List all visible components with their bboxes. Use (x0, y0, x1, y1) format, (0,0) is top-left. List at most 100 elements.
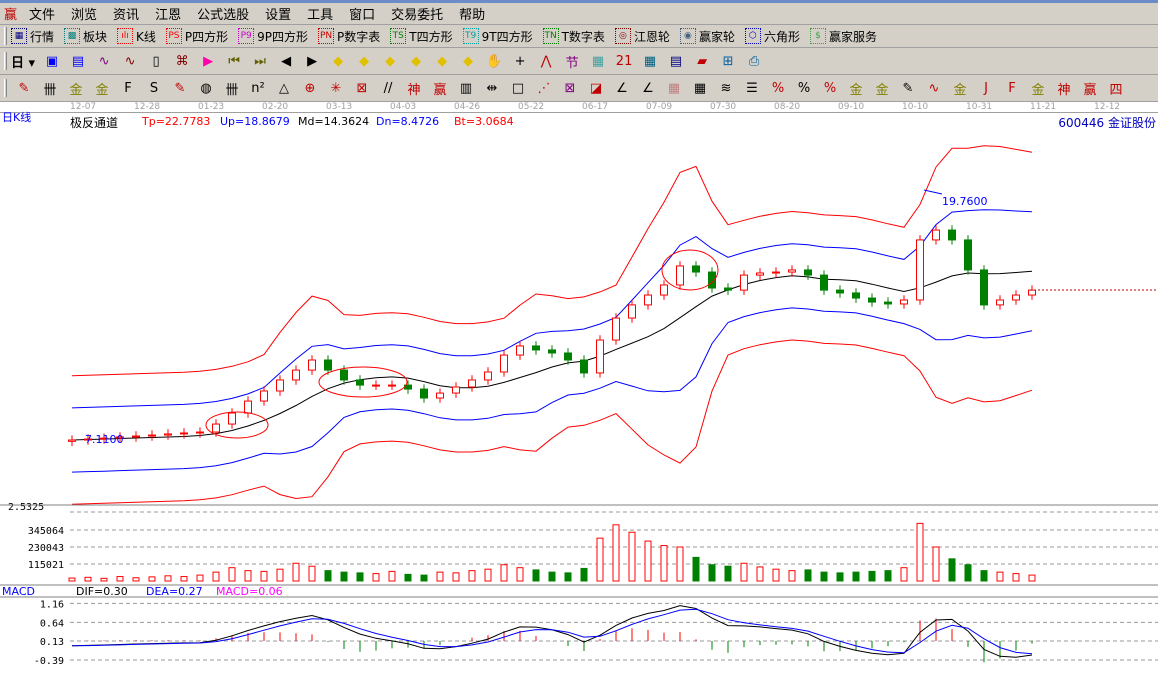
percent-line-icon[interactable]: % (771, 80, 785, 96)
toolbar-button-ts[interactable]: TS T四方形 (390, 28, 453, 45)
pen-icon[interactable]: ✎ (18, 80, 30, 96)
menu-item[interactable]: 文件 (29, 8, 56, 23)
zoom-in-icon[interactable]: ◆ (437, 53, 448, 69)
target-icon[interactable]: ⊕ (304, 80, 316, 96)
percent-lines-icon[interactable]: % (823, 80, 837, 96)
festival-icon[interactable]: 节 (565, 55, 579, 71)
toolbar-button-ps[interactable]: PS P四方形 (165, 28, 228, 45)
menu-item[interactable]: 资讯 (113, 8, 140, 23)
line-icon[interactable]: ⋀ (540, 53, 552, 69)
crosshair-icon[interactable]: + (514, 53, 526, 69)
toolbar-button-gann-wheel[interactable]: ◎ 江恩轮 (614, 28, 670, 45)
first-icon[interactable]: ⏮ (228, 53, 240, 69)
parallel-icon[interactable]: 卌 (43, 82, 57, 98)
gold-red-icon[interactable]: 金 (953, 82, 967, 98)
percent-icon[interactable]: % (797, 80, 811, 96)
grid-icon[interactable]: ▦ (667, 80, 681, 96)
hatch-icon[interactable]: ≋ (720, 80, 732, 96)
toolbar-button-kline[interactable]: ılı K线 (117, 28, 156, 45)
god-angle-icon[interactable]: 神 (1057, 82, 1071, 98)
spiral-icon[interactable]: S (149, 80, 159, 96)
gold-circle-icon[interactable]: 金 (849, 82, 863, 98)
win-angle-icon[interactable]: 赢 (1083, 82, 1097, 98)
toolbar-button-t9[interactable]: T9 9T四方形 (462, 28, 533, 45)
candle-style-icon[interactable]: ▯ (152, 53, 160, 69)
menu-item[interactable]: 设置 (265, 8, 292, 23)
gann-box-icon[interactable]: ⊠ (564, 80, 576, 96)
grid2-icon[interactable]: ▦ (693, 80, 707, 96)
prev-icon[interactable]: ◀ (281, 53, 292, 69)
document-icon[interactable]: ▤ (669, 53, 683, 69)
angle2-icon[interactable]: ∠ (642, 80, 654, 96)
j-angle-icon[interactable]: J (984, 80, 988, 96)
box-web-icon[interactable]: ⊠ (356, 80, 368, 96)
n2-icon[interactable]: n² (251, 80, 265, 96)
menu-item[interactable]: 浏览 (71, 8, 98, 23)
toolbar-grip[interactable] (4, 52, 7, 70)
toolbar-grip[interactable] (4, 27, 7, 45)
web-icon[interactable]: ✳ (330, 80, 342, 96)
toolbar-button-hexagon[interactable]: ⬡ 六角形 (744, 28, 800, 45)
expand-icon[interactable]: ◆ (385, 53, 396, 69)
volume-bar (180, 576, 188, 582)
move-right-icon[interactable]: ◆ (359, 53, 370, 69)
menu-item[interactable]: 帮助 (459, 8, 486, 23)
gold-line2-icon[interactable]: 金 (95, 82, 109, 98)
gold-angle-icon[interactable]: 金 (1031, 82, 1045, 98)
brush-icon[interactable]: ✎ (174, 80, 186, 96)
toolbar-button-dollar[interactable]: $ 赢家服务 (809, 28, 877, 45)
width-icon[interactable]: ⇹ (486, 80, 498, 96)
print-icon[interactable]: ⎙ (748, 53, 760, 69)
toolbar-grip[interactable] (4, 79, 7, 97)
indicator3-icon[interactable]: ∿ (98, 53, 110, 69)
table-icon[interactable]: ▥ (459, 80, 473, 96)
wave-icon[interactable]: ∿ (928, 80, 940, 96)
calendar-icon[interactable]: 21 (615, 53, 633, 69)
save-icon[interactable]: ▰ (697, 53, 708, 69)
chart-type-icon[interactable]: ▣ (45, 53, 59, 69)
menu-item[interactable]: 窗口 (349, 8, 376, 23)
zoom-out-icon[interactable]: ◆ (463, 53, 474, 69)
toolbar-button-sector-block[interactable]: ▩ 板块 (64, 28, 107, 45)
toolbar-button-p9[interactable]: P9 9P四方形 (238, 28, 308, 45)
hand-icon[interactable]: ✋ (485, 53, 503, 69)
move-left-icon[interactable]: ◆ (333, 53, 344, 69)
triangle-icon[interactable]: △ (279, 80, 289, 96)
shrink-icon[interactable]: ◆ (411, 53, 422, 69)
quote-lines-icon[interactable]: // (383, 80, 393, 96)
pattern-icon[interactable]: ▦ (591, 53, 605, 69)
flag-icon[interactable]: ▶ (203, 53, 214, 69)
win-icon[interactable]: 赢 (433, 82, 447, 98)
toolbar-button-winner-wheel[interactable]: ◉ 赢家轮 (679, 28, 735, 45)
restore-icon[interactable]: ⌘ (175, 53, 189, 69)
four-angle-icon[interactable]: 四 (1109, 82, 1123, 98)
gold-line-icon[interactable]: 金 (69, 82, 83, 98)
gann-fan-icon[interactable]: ◪ (589, 80, 603, 96)
period-select[interactable]: 日 ▾ (11, 55, 36, 71)
calculator-icon[interactable]: ▦ (643, 53, 657, 69)
fan-icon[interactable]: ⋰ (537, 80, 551, 96)
menu-item[interactable]: 江恩 (155, 8, 182, 23)
menu-item[interactable]: 公式选股 (197, 8, 250, 23)
angle-icon[interactable]: ∠ (616, 80, 628, 96)
god-icon[interactable]: 神 (407, 82, 421, 98)
circle-icon[interactable]: ◍ (200, 80, 212, 96)
ruler-icon[interactable]: ☰ (746, 80, 758, 96)
network-icon[interactable]: ⊞ (722, 53, 734, 69)
toolbar-button-pn[interactable]: PN P数字表 (318, 28, 380, 45)
indicator9-icon[interactable]: ∿ (124, 53, 136, 69)
menu-item[interactable]: 工具 (307, 8, 334, 23)
box-icon[interactable]: □ (511, 80, 525, 96)
toolbar-button-tn[interactable]: TN T数字表 (542, 28, 605, 45)
grid-lines-icon[interactable]: 卌 (225, 82, 239, 98)
next-icon[interactable]: ▶ (307, 53, 318, 69)
last-icon[interactable]: ⏭ (254, 53, 266, 69)
gold-lines-icon[interactable]: 金 (875, 82, 889, 98)
menu-item[interactable]: 交易委托 (391, 8, 444, 23)
f-angle-icon[interactable]: F (1008, 80, 1016, 96)
f-line-icon[interactable]: F (124, 80, 132, 96)
toolbar-button-quotes-table[interactable]: ▦ 行情 (11, 28, 54, 45)
pen2-icon[interactable]: ✎ (902, 80, 914, 96)
notes-icon[interactable]: ▤ (71, 53, 85, 69)
